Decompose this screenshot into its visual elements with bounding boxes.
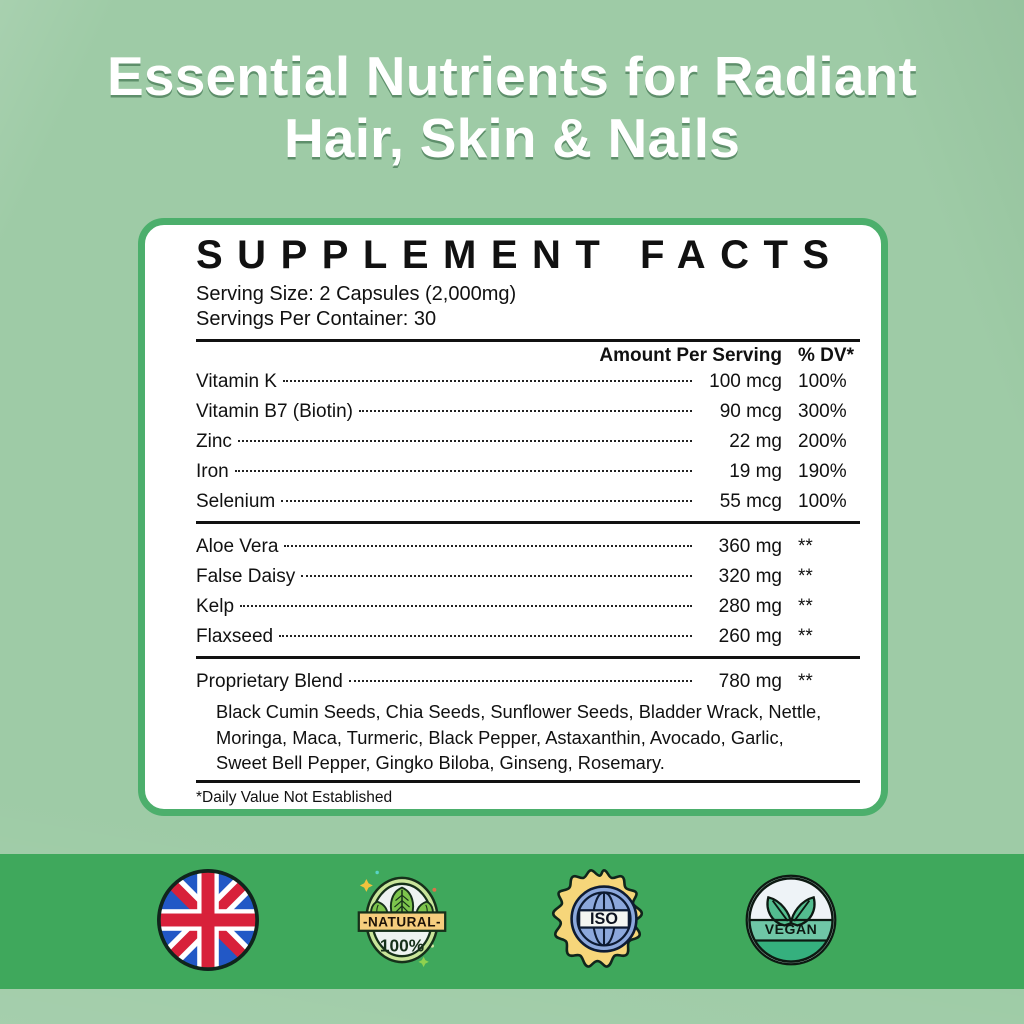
svg-text:ISO: ISO: [590, 910, 618, 928]
svg-text:-NATURAL-: -NATURAL-: [363, 914, 441, 929]
svg-text:100%: 100%: [380, 935, 424, 955]
svg-text:VEGAN: VEGAN: [765, 921, 818, 937]
